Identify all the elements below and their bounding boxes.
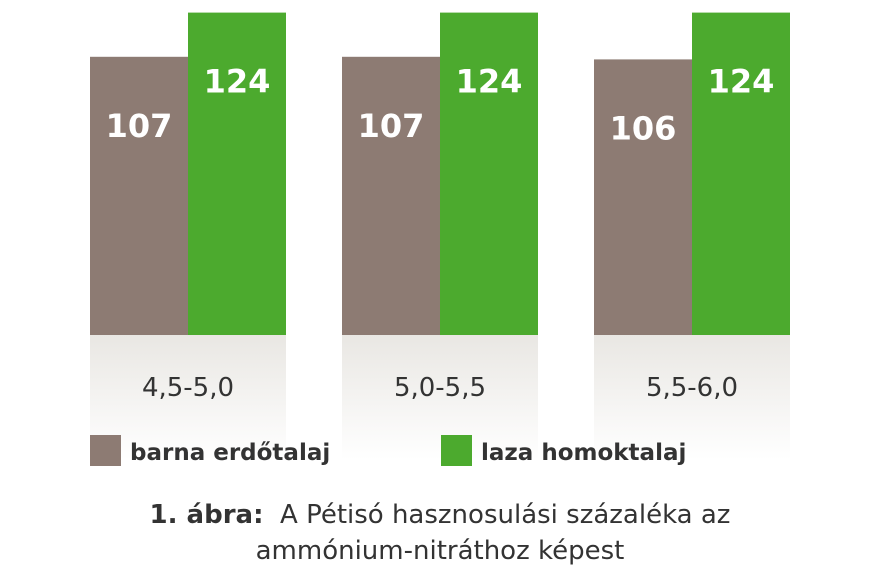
legend-swatch: [90, 435, 121, 466]
caption-lead: 1. ábra:: [149, 500, 264, 530]
bar-value-label: 107: [358, 107, 425, 145]
figure-caption: 1. ábra: A Pétisó hasznosulási százaléka…: [0, 497, 880, 533]
category-label: 5,0-5,5: [394, 373, 486, 403]
legend-label: barna erdőtalaj: [130, 440, 330, 466]
legend-swatch: [441, 435, 472, 466]
caption-line-1: A Pétisó hasznosulási százaléka az: [280, 500, 731, 530]
category-label: 5,5-6,0: [646, 373, 738, 403]
bar-barna-0: [90, 56, 188, 336]
bar-reflection: [90, 335, 286, 460]
bar-value-label: 124: [456, 63, 523, 101]
figure-caption-line-2-wrap: ammónium-nitráthoz képest: [0, 533, 880, 569]
bar-barna-1: [342, 56, 440, 336]
bar-value-label: 124: [204, 63, 271, 101]
bar-value-label: 106: [610, 109, 677, 147]
bar-reflection: [594, 335, 790, 460]
category-label: 4,5-5,0: [142, 373, 234, 403]
legend-label: laza homoktalaj: [481, 440, 686, 466]
bar-laza-2: [692, 12, 790, 335]
bar-laza-0: [188, 12, 286, 335]
bar-barna-2: [594, 59, 692, 336]
bar-laza-1: [440, 12, 538, 335]
caption-line-2: ammónium-nitráthoz képest: [255, 536, 625, 566]
bar-reflection: [342, 335, 538, 460]
bar-value-label: 124: [708, 63, 775, 101]
bar-value-label: 107: [106, 107, 173, 145]
